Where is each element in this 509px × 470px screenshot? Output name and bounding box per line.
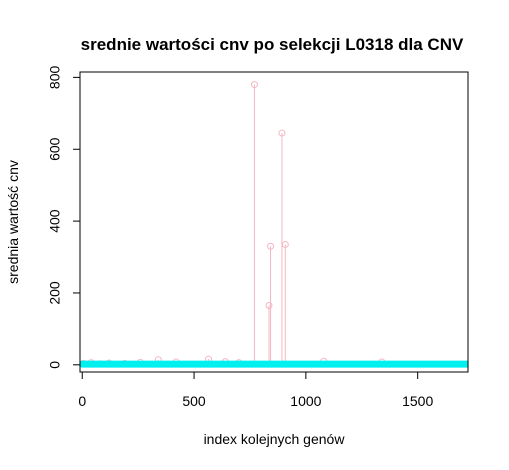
spike-point [265,302,273,310]
spike-point [281,240,289,248]
y-tick-label: 0 [47,361,63,369]
y-tick-label: 200 [47,281,63,305]
spike-point [250,81,258,89]
x-axis-label: index kolejnych genów [204,431,346,447]
spike-point [278,129,286,137]
y-tick-label: 600 [47,137,63,161]
y-tick-label: 400 [47,209,63,233]
x-tick-label: 0 [78,393,86,409]
chart-title: srednie wartości cnv po selekcji L0318 d… [81,35,464,54]
plot-frame [79,71,469,373]
x-axis: 0 500 1000 1500 [78,371,433,409]
x-tick-label: 1000 [290,393,321,409]
y-axis: 0 200 400 600 800 [47,65,81,369]
x-tick-label: 1500 [402,393,433,409]
plot-area [80,81,468,368]
y-tick-label: 800 [47,65,63,89]
y-axis-label: srednia wartość cnv [5,160,21,284]
spike-point [267,242,275,250]
x-tick-label: 500 [182,393,206,409]
